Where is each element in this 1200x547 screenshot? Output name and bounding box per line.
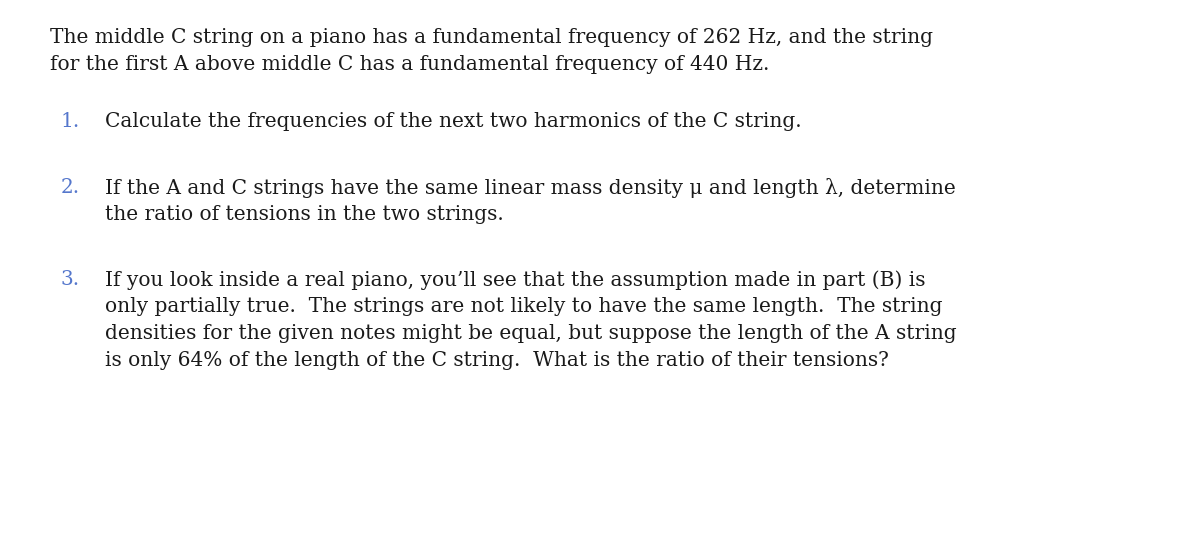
Text: the ratio of tensions in the two strings.: the ratio of tensions in the two strings…: [106, 205, 504, 224]
Text: 3.: 3.: [61, 270, 80, 289]
Text: only partially true.  The strings are not likely to have the same length.  The s: only partially true. The strings are not…: [106, 297, 942, 316]
Text: If the A and C strings have the same linear mass density μ and length λ, determi: If the A and C strings have the same lin…: [106, 178, 955, 198]
Text: 1.: 1.: [61, 112, 80, 131]
Text: 2.: 2.: [61, 178, 80, 197]
Text: densities for the given notes might be equal, but suppose the length of the A st: densities for the given notes might be e…: [106, 324, 956, 343]
Text: is only 64% of the length of the C string.  What is the ratio of their tensions?: is only 64% of the length of the C strin…: [106, 351, 889, 370]
Text: The middle C string on a piano has a fundamental frequency of 262 Hz, and the st: The middle C string on a piano has a fun…: [50, 28, 934, 47]
Text: If you look inside a real piano, you’ll see that the assumption made in part (B): If you look inside a real piano, you’ll …: [106, 270, 925, 290]
Text: for the first A above middle C has a fundamental frequency of 440 Hz.: for the first A above middle C has a fun…: [50, 55, 769, 74]
Text: Calculate the frequencies of the next two harmonics of the C string.: Calculate the frequencies of the next tw…: [106, 112, 802, 131]
